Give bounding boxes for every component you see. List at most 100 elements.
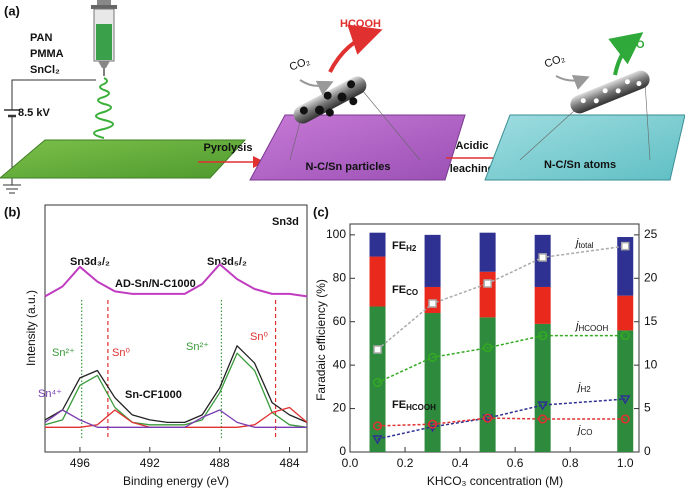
product-arrow (328, 24, 383, 73)
marker (619, 395, 631, 405)
atom (624, 79, 630, 85)
spectrum-line (44, 345, 308, 424)
annotation: Sn3d₅/₂ (207, 256, 247, 268)
bar-segment (424, 234, 441, 287)
x-tick-label: 1.0 (617, 456, 634, 470)
marker (538, 253, 547, 262)
plot-frame (44, 204, 308, 453)
particle (347, 80, 356, 89)
annotation: Sn²⁺ (186, 341, 209, 353)
marker (538, 331, 548, 341)
marker (372, 421, 383, 431)
x-tick-label: 0.4 (452, 456, 469, 470)
marker (620, 331, 630, 341)
x-axis-label: Binding energy (eV) (123, 474, 229, 488)
marker (538, 414, 548, 424)
y-tick-label: 20 (333, 401, 347, 415)
syringe-solution (96, 24, 112, 60)
legend-label: jHCOOH (574, 320, 608, 333)
x-tick-label: 484 (280, 456, 300, 470)
product-label: N-C/Sn atoms (544, 159, 616, 171)
spectrum-line (44, 409, 307, 428)
atom (636, 81, 642, 87)
fiber-body (293, 76, 367, 124)
spectrum-line (44, 352, 308, 428)
particle (337, 92, 347, 102)
bar-segment (534, 286, 551, 324)
annotation: Sn⁴⁺ (38, 388, 62, 400)
reactant: CO₂ (288, 55, 312, 73)
y2-tick-label: 25 (644, 227, 658, 241)
legend-label: FEH2 (392, 240, 417, 253)
substrate (249, 114, 466, 181)
x-tick-label: 0.8 (562, 456, 579, 470)
annotation: Sn⁰ (112, 347, 130, 359)
marker (483, 413, 493, 423)
marker (537, 401, 548, 411)
jet-coil (93, 77, 114, 139)
y2-tick-label: 20 (644, 270, 658, 284)
marker (372, 377, 383, 388)
marker (428, 419, 438, 429)
annotation: Sn3d₃/₂ (70, 256, 110, 268)
guide-line (519, 109, 576, 161)
product: HCOOH (340, 18, 381, 30)
marker (483, 343, 493, 353)
step-label: leaching (450, 163, 495, 175)
legend-label: FEHCOOH (392, 399, 436, 412)
y-axis-label: Intensity (a.u.) (24, 290, 38, 366)
bar-segment (534, 323, 551, 452)
syringe-tip (98, 61, 110, 68)
legend-label: jH2 (576, 381, 591, 394)
bar-segment (617, 295, 634, 331)
x-tick-label: 0.0 (342, 456, 359, 470)
collector (0, 139, 247, 179)
reactant: CO₂ (543, 52, 567, 70)
guide-line (644, 81, 651, 161)
voltage: 8.5 kV (18, 107, 50, 119)
panel-label: (c) (313, 204, 329, 219)
current-line (377, 334, 626, 384)
annotation: Sn⁰ (250, 331, 268, 343)
x-tick-label: 496 (70, 456, 90, 470)
fiber (293, 76, 367, 124)
atom (580, 98, 586, 104)
x-tick-label: 0.2 (397, 456, 414, 470)
marker (428, 352, 438, 362)
particle (349, 97, 358, 106)
guide-line (361, 89, 421, 161)
y-tick-label: 40 (333, 357, 347, 371)
legend-label: jtotal (574, 237, 594, 250)
marker (373, 345, 382, 354)
substrate (484, 114, 685, 181)
atom (593, 98, 599, 104)
marker (620, 241, 630, 251)
wire (11, 79, 96, 110)
x-tick-label: 488 (210, 456, 230, 470)
syringe-flange (91, 5, 117, 9)
product-arrow (608, 32, 644, 76)
y-axis-label: Faradaic efficiency (%) (314, 279, 328, 401)
spectrum-line (44, 263, 308, 298)
marker (372, 435, 383, 445)
product: CO (628, 39, 645, 51)
bar-segment (424, 313, 441, 452)
x-tick-label: 0.6 (507, 456, 524, 470)
y-tick-label: 0 (339, 444, 346, 458)
panel-label: (a) (4, 3, 20, 18)
precursor: SnCl₂ (30, 64, 60, 76)
precursor: PMMA (30, 48, 64, 60)
y2-tick-label: 10 (644, 357, 658, 371)
x-tick-label: 492 (140, 456, 160, 470)
marker (620, 414, 630, 424)
atom (615, 88, 621, 94)
bar-segment (479, 271, 496, 318)
y-tick-label: 100 (326, 227, 346, 241)
step-label: Pyrolysis (204, 142, 253, 154)
bar-segment (369, 232, 386, 257)
product-label: N-C/Sn particles (306, 161, 391, 173)
y2-tick-label: 15 (644, 314, 658, 328)
bar-segment (617, 330, 634, 452)
y2-tick-label: 5 (644, 401, 651, 415)
